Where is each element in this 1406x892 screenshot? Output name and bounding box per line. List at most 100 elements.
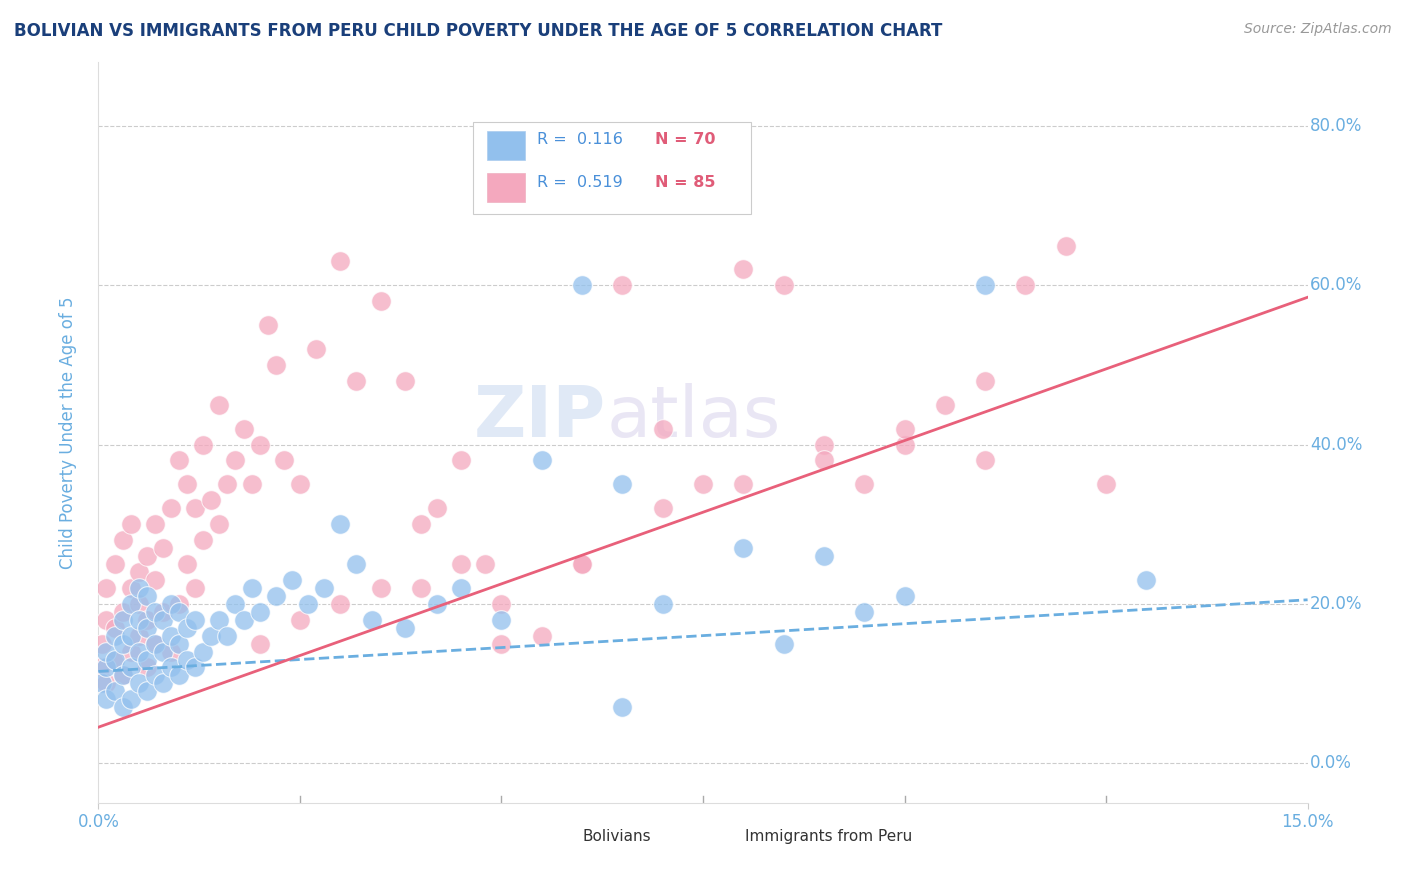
Point: [651, 422, 673, 436]
Point: [772, 278, 794, 293]
Point: [612, 278, 634, 293]
Point: [733, 262, 755, 277]
Point: [128, 581, 150, 595]
Point: [232, 422, 254, 436]
Point: [224, 597, 246, 611]
Point: [184, 613, 207, 627]
Text: 20.0%: 20.0%: [1310, 595, 1362, 613]
Point: [264, 589, 287, 603]
Point: [111, 668, 134, 682]
Point: [1014, 278, 1036, 293]
Point: [91, 637, 114, 651]
Text: N = 85: N = 85: [655, 175, 716, 190]
Point: [651, 597, 673, 611]
Point: [1135, 573, 1157, 587]
FancyBboxPatch shape: [474, 121, 751, 214]
Point: [491, 597, 513, 611]
Point: [103, 652, 125, 666]
Point: [184, 660, 207, 674]
Point: [111, 605, 134, 619]
Point: [813, 549, 835, 563]
Point: [143, 668, 166, 682]
Point: [143, 517, 166, 532]
Point: [184, 581, 207, 595]
Point: [96, 581, 118, 595]
Point: [111, 533, 134, 547]
Point: [240, 477, 263, 491]
Point: [96, 692, 118, 706]
Point: [426, 501, 449, 516]
Point: [103, 629, 125, 643]
Point: [128, 644, 150, 658]
Point: [96, 660, 118, 674]
Point: [240, 581, 263, 595]
Point: [128, 565, 150, 579]
FancyBboxPatch shape: [486, 173, 526, 202]
FancyBboxPatch shape: [486, 131, 526, 160]
Point: [491, 637, 513, 651]
Point: [208, 517, 231, 532]
Point: [200, 493, 222, 508]
Point: [370, 294, 392, 309]
Point: [394, 621, 416, 635]
Point: [176, 477, 198, 491]
Text: 60.0%: 60.0%: [1310, 277, 1362, 294]
Point: [571, 557, 593, 571]
Point: [103, 621, 125, 635]
Point: [103, 557, 125, 571]
Point: [208, 613, 231, 627]
Point: [120, 644, 142, 658]
Point: [217, 629, 239, 643]
Point: [111, 637, 134, 651]
Point: [530, 629, 553, 643]
Point: [361, 613, 384, 627]
Point: [853, 605, 876, 619]
Point: [934, 398, 956, 412]
Point: [160, 501, 183, 516]
Point: [1054, 238, 1077, 252]
Point: [281, 573, 304, 587]
Point: [128, 597, 150, 611]
Point: [733, 541, 755, 555]
Point: [152, 605, 174, 619]
Text: Immigrants from Peru: Immigrants from Peru: [745, 830, 912, 845]
Point: [176, 557, 198, 571]
Point: [120, 581, 142, 595]
Point: [200, 629, 222, 643]
Point: [128, 613, 150, 627]
Point: [135, 613, 157, 627]
Text: ZIP: ZIP: [474, 384, 606, 452]
Point: [813, 453, 835, 467]
Text: Source: ZipAtlas.com: Source: ZipAtlas.com: [1244, 22, 1392, 37]
Point: [344, 374, 367, 388]
Point: [111, 668, 134, 682]
Text: Bolivians: Bolivians: [582, 830, 651, 845]
Point: [249, 437, 271, 451]
Point: [450, 453, 472, 467]
Point: [90, 660, 112, 674]
Text: atlas: atlas: [606, 384, 780, 452]
Point: [152, 613, 174, 627]
Point: [120, 692, 142, 706]
Point: [160, 660, 183, 674]
Point: [120, 517, 142, 532]
Point: [692, 477, 714, 491]
Y-axis label: Child Poverty Under the Age of 5: Child Poverty Under the Age of 5: [59, 296, 77, 569]
Point: [893, 589, 915, 603]
Point: [152, 644, 174, 658]
Point: [450, 581, 472, 595]
FancyBboxPatch shape: [537, 822, 572, 853]
Point: [111, 613, 134, 627]
Point: [167, 597, 190, 611]
Point: [344, 557, 367, 571]
Point: [772, 637, 794, 651]
Point: [893, 422, 915, 436]
Point: [249, 605, 271, 619]
Point: [135, 549, 157, 563]
Text: R =  0.519: R = 0.519: [537, 175, 623, 190]
Point: [128, 629, 150, 643]
FancyBboxPatch shape: [700, 822, 735, 853]
Point: [370, 581, 392, 595]
Point: [135, 684, 157, 698]
Point: [96, 613, 118, 627]
